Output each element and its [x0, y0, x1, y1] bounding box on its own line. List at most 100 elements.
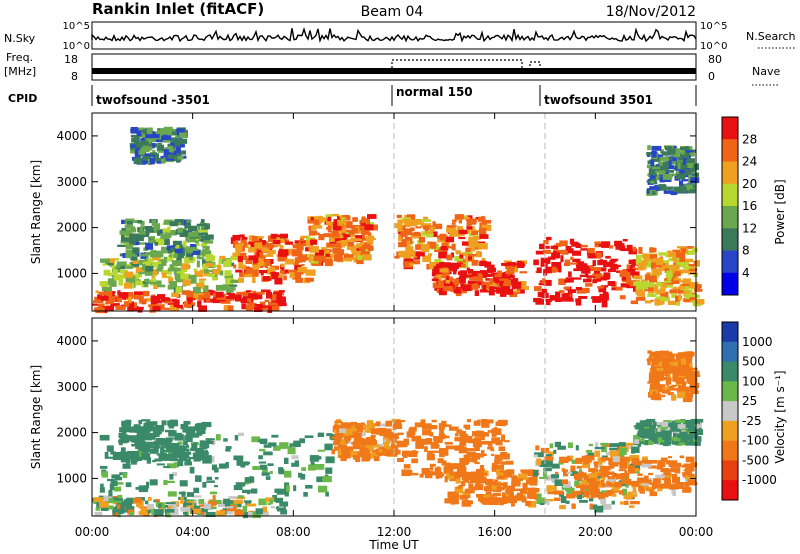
- data-cell: [560, 255, 564, 263]
- data-cell: [362, 253, 369, 258]
- data-cell: [679, 437, 686, 440]
- data-cell: [174, 434, 184, 441]
- colorbar-swatch: [722, 117, 738, 140]
- data-cell: [344, 257, 353, 262]
- data-cell: [495, 280, 504, 284]
- data-cell: [289, 443, 296, 447]
- data-cell: [652, 190, 656, 195]
- data-cell: [467, 481, 473, 484]
- data-cell: [647, 160, 652, 165]
- data-cell: [168, 430, 177, 437]
- data-cell: [196, 223, 205, 227]
- data-cell: [403, 464, 411, 469]
- data-cell: [681, 283, 690, 286]
- data-cell: [670, 190, 676, 196]
- data-cell: [288, 269, 298, 273]
- data-cell: [360, 440, 370, 443]
- colorbar-tick-label: 28: [742, 132, 757, 146]
- data-cell: [567, 455, 573, 462]
- data-cell: [612, 473, 616, 480]
- data-cell: [592, 279, 598, 284]
- data-cell: [494, 479, 498, 483]
- data-cell: [260, 272, 264, 276]
- data-cell: [651, 437, 657, 442]
- data-cell: [366, 235, 375, 241]
- data-cell: [653, 173, 657, 176]
- data-cell: [441, 460, 447, 466]
- data-cell: [542, 278, 546, 284]
- data-cell: [502, 279, 511, 287]
- data-cell: [444, 441, 453, 445]
- station-title: Rankin Inlet (fitACF): [92, 0, 264, 18]
- data-cell: [536, 286, 542, 289]
- data-cell: [673, 438, 681, 442]
- data-cell: [684, 386, 691, 389]
- data-cell: [488, 441, 493, 447]
- data-cell: [167, 137, 177, 142]
- data-cell: [418, 236, 426, 243]
- data-cell: [650, 482, 654, 486]
- data-cell: [271, 234, 281, 239]
- data-cell: [473, 235, 481, 240]
- data-cell: [373, 455, 380, 462]
- data-cell: [310, 216, 314, 221]
- data-cell: [313, 219, 320, 225]
- data-cell: [257, 291, 265, 295]
- data-cell: [651, 150, 657, 158]
- data-cell: [292, 273, 302, 280]
- data-cell: [661, 265, 671, 272]
- data-cell: [619, 270, 628, 278]
- data-cell: [683, 266, 692, 270]
- data-cell: [247, 492, 251, 495]
- data-cell: [683, 463, 692, 467]
- data-cell: [645, 486, 655, 492]
- data-cell: [638, 486, 642, 492]
- data-cell: [161, 269, 171, 275]
- data-cell: [239, 234, 245, 238]
- data-cell: [337, 447, 341, 454]
- data-cell: [158, 264, 164, 270]
- data-cell: [486, 419, 494, 424]
- data-cell: [455, 262, 462, 266]
- data-cell: [284, 490, 289, 497]
- data-cell: [120, 231, 126, 235]
- data-cell: [655, 356, 666, 364]
- data-cell: [430, 425, 438, 430]
- data-cell: [223, 305, 231, 311]
- data-cell: [348, 422, 353, 427]
- data-cell: [236, 496, 246, 500]
- data-cell: [245, 477, 255, 483]
- data-cell: [648, 372, 655, 378]
- data-cell: [688, 168, 696, 173]
- data-cell: [355, 235, 363, 239]
- data-cell: [372, 444, 380, 448]
- data-cell: [465, 448, 475, 452]
- data-cell: [258, 498, 267, 506]
- data-cell: [665, 389, 671, 394]
- data-cell: [618, 469, 627, 472]
- colorbar-tick-label: 8: [742, 244, 750, 258]
- data-cell: [626, 277, 630, 285]
- data-cell: [620, 473, 630, 479]
- data-cell: [120, 276, 129, 279]
- data-cell: [501, 461, 506, 465]
- data-cell: [439, 450, 445, 458]
- data-cell: [252, 466, 260, 470]
- data-cell: [245, 267, 251, 274]
- data-cell: [207, 290, 215, 296]
- data-cell: [622, 478, 632, 485]
- data-cell: [126, 457, 135, 460]
- data-cell: [616, 474, 623, 478]
- data-cell: [680, 156, 688, 161]
- data-cell: [622, 239, 628, 242]
- data-cell: [173, 253, 178, 258]
- data-cell: [491, 280, 497, 287]
- data-cell: [283, 275, 287, 281]
- data-cell: [611, 500, 615, 505]
- data-cell: [291, 462, 300, 467]
- data-cell: [280, 249, 289, 256]
- data-cell: [588, 443, 593, 447]
- data-cell: [446, 225, 457, 228]
- data-cell: [144, 259, 148, 261]
- data-cell: [627, 482, 636, 486]
